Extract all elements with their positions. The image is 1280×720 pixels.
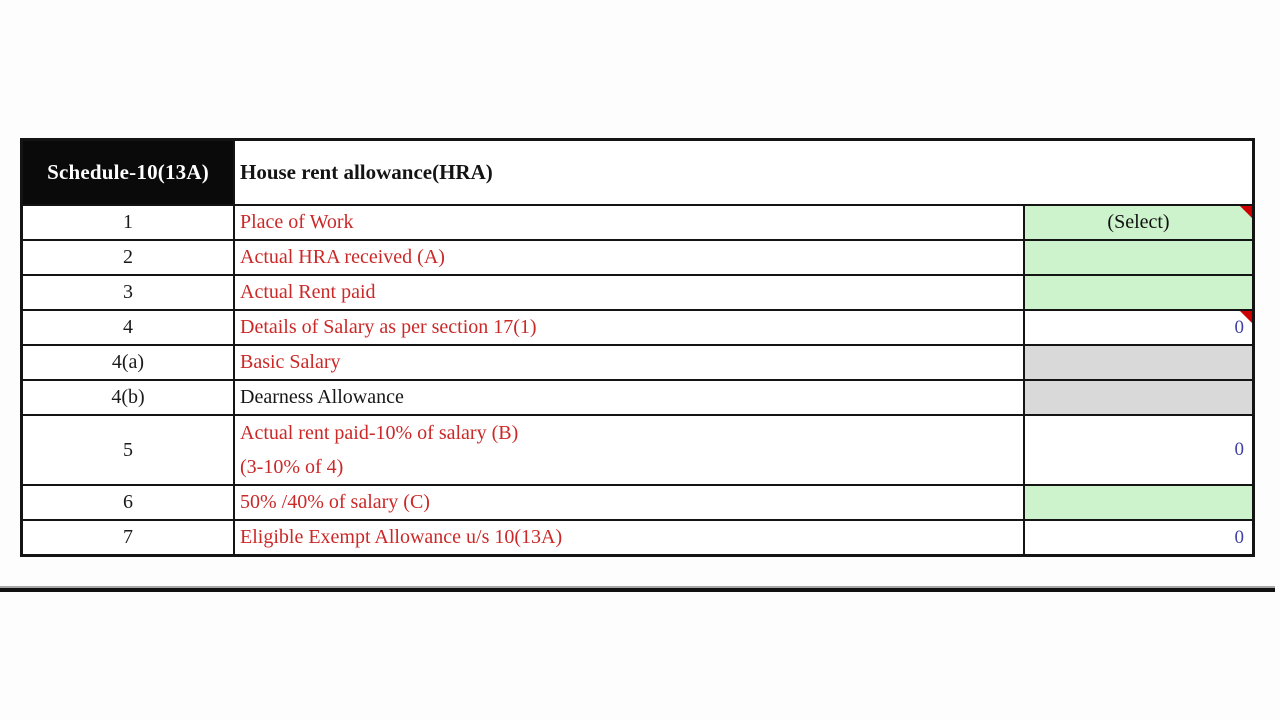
table-row: 6 50% /40% of salary (C) — [23, 484, 1252, 519]
bottom-divider — [0, 586, 1275, 592]
cell-value-text: 0 — [1234, 439, 1245, 460]
table-row: 4(b) Dearness Allowance — [23, 379, 1252, 414]
row-label-line2: (3-10% of 4) — [240, 456, 344, 478]
row-number: 6 — [123, 491, 133, 513]
table-title-cell: House rent allowance(HRA) — [233, 141, 1252, 204]
table-row: 7 Eligible Exempt Allowance u/s 10(13A) 0 — [23, 519, 1252, 554]
table-row: 3 Actual Rent paid — [23, 274, 1252, 309]
table-row: 2 Actual HRA received (A) — [23, 239, 1252, 274]
row-label-line1: Place of Work — [240, 211, 354, 233]
row-label: 50% /40% of salary (C) — [233, 486, 1023, 519]
row-label-line1: Details of Salary as per section 17(1) — [240, 316, 537, 338]
row-number: 7 — [123, 526, 133, 548]
row-label: Place of Work — [233, 206, 1023, 239]
table-row: 4 Details of Salary as per section 17(1) 0 — [23, 309, 1252, 344]
select-placeholder-text: (Select) — [1107, 211, 1170, 233]
dearness-allowance-value-cell[interactable] — [1023, 381, 1252, 414]
cell-value-text: 0 — [1234, 316, 1245, 338]
row-label: Actual HRA received (A) — [233, 241, 1023, 274]
row-number: 1 — [123, 211, 133, 233]
row-label: Actual Rent paid — [233, 276, 1023, 309]
fifty-forty-pct-of-salary-value-cell[interactable] — [1023, 486, 1252, 519]
hra-schedule-table: Schedule-10(13A) House rent allowance(HR… — [20, 138, 1255, 557]
basic-salary-value-cell[interactable] — [1023, 346, 1252, 379]
table-row: 5 Actual rent paid-10% of salary (B) (3-10… — [23, 414, 1252, 484]
row-number: 4(a) — [111, 351, 145, 373]
table-header-row: Schedule-10(13A) House rent allowance(HR… — [23, 141, 1252, 204]
salary-details-section-17-1-value-cell[interactable]: 0 — [1023, 311, 1252, 344]
row-label: Actual rent paid-10% of salary (B) (3-10%… — [233, 416, 1023, 484]
row-number: 2 — [123, 246, 133, 268]
row-label: Eligible Exempt Allowance u/s 10(13A) — [233, 521, 1023, 554]
row-label-line1: Basic Salary — [240, 351, 341, 373]
row-label-line1: 50% /40% of salary (C) — [240, 491, 430, 513]
row-label-line1: Dearness Allowance — [240, 386, 404, 408]
row-number: 4 — [123, 316, 133, 338]
row-label-line1: Actual HRA received (A) — [240, 246, 445, 268]
row-number: 5 — [123, 438, 133, 461]
row-label: Basic Salary — [233, 346, 1023, 379]
table-row: 4(a) Basic Salary — [23, 344, 1252, 379]
row-number: 3 — [123, 281, 133, 303]
comment-indicator-icon — [1240, 206, 1252, 218]
row-label-line1: Eligible Exempt Allowance u/s 10(13A) — [240, 526, 563, 548]
row-label-line1: Actual Rent paid — [240, 281, 376, 303]
place-of-work-value-cell[interactable]: (Select) — [1023, 206, 1252, 239]
row-label: Details of Salary as per section 17(1) — [233, 311, 1023, 344]
row-label-line1: Actual rent paid-10% of salary (B) — [240, 422, 519, 444]
comment-indicator-icon — [1240, 311, 1252, 323]
row-label: Dearness Allowance — [233, 381, 1023, 414]
schedule-code-cell: Schedule-10(13A) — [23, 141, 233, 204]
table-row: 1 Place of Work (Select) — [23, 204, 1252, 239]
table-body: 1 Place of Work (Select) 2 Actual HRA receiv… — [23, 204, 1252, 554]
rent-paid-minus-10pct-salary-value-cell[interactable]: 0 — [1023, 416, 1252, 484]
eligible-exempt-allowance-value-cell[interactable]: 0 — [1023, 521, 1252, 554]
actual-hra-received-value-cell[interactable] — [1023, 241, 1252, 274]
actual-rent-paid-value-cell[interactable] — [1023, 276, 1252, 309]
row-number: 4(b) — [111, 386, 145, 408]
cell-value-text: 0 — [1234, 526, 1245, 548]
